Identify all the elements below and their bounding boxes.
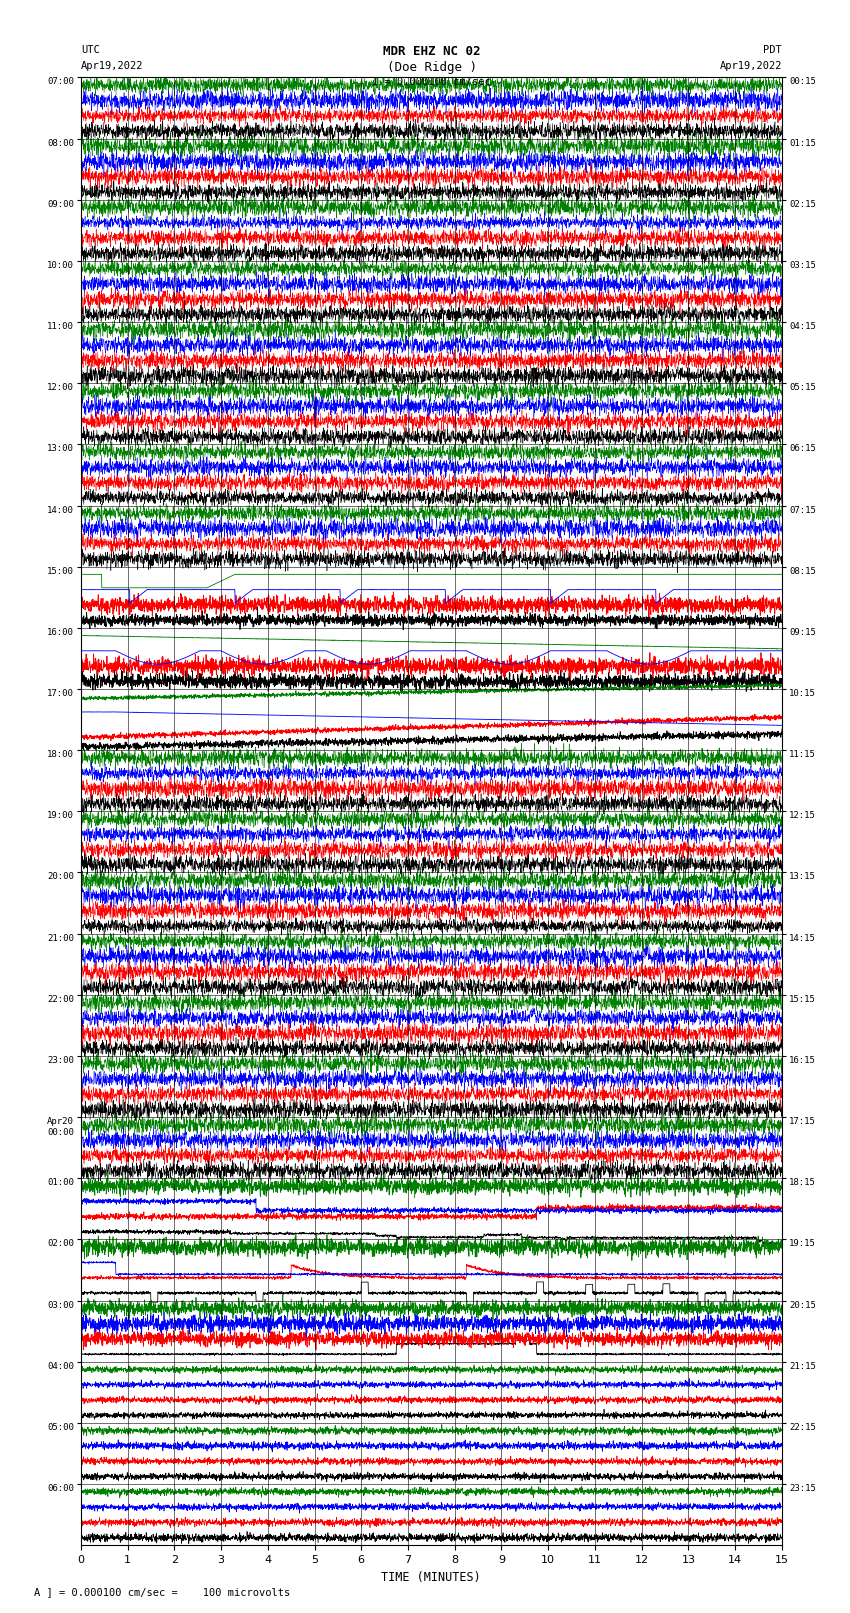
Text: A ] = 0.000100 cm/sec =    100 microvolts: A ] = 0.000100 cm/sec = 100 microvolts: [34, 1587, 290, 1597]
Text: Apr19,2022: Apr19,2022: [719, 61, 782, 71]
Text: MDR EHZ NC 02: MDR EHZ NC 02: [383, 45, 480, 58]
Text: I = 0.000100 cm/sec: I = 0.000100 cm/sec: [372, 77, 491, 87]
X-axis label: TIME (MINUTES): TIME (MINUTES): [382, 1571, 481, 1584]
Text: Apr19,2022: Apr19,2022: [81, 61, 144, 71]
Text: (Doe Ridge ): (Doe Ridge ): [387, 61, 477, 74]
Text: PDT: PDT: [763, 45, 782, 55]
Text: UTC: UTC: [81, 45, 99, 55]
